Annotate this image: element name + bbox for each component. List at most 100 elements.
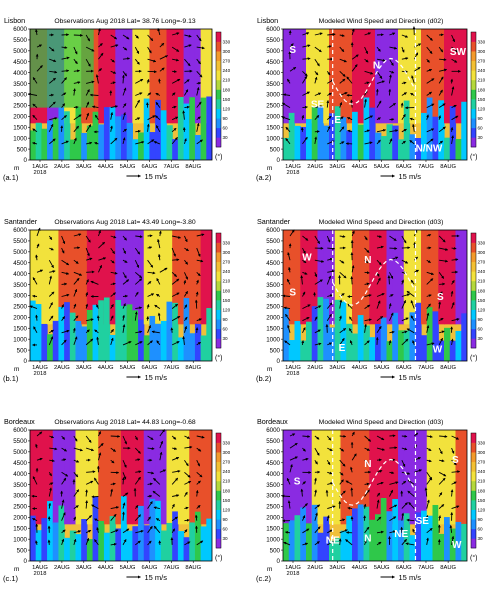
wind-arrow: [426, 459, 432, 463]
wind-arrow: [98, 230, 101, 237]
wind-arrow: [73, 81, 81, 85]
wind-arrow: [96, 336, 100, 345]
colorbar-tick: 210: [223, 479, 231, 484]
wind-arrow: [110, 58, 115, 63]
wind-arrow: [401, 259, 409, 264]
wind-arrow: [184, 235, 188, 243]
wind-arrow: [327, 45, 332, 49]
wind-arrow: [147, 271, 156, 275]
direction-label: N: [364, 255, 371, 266]
wind-arrow: [426, 138, 434, 145]
wind-arrow: [134, 291, 139, 297]
colorbar-tick: 330: [223, 440, 231, 445]
wind-arrow: [73, 69, 80, 73]
wind-arrow: [451, 46, 459, 53]
wind-arrow: [302, 503, 308, 509]
wind-arrow: [122, 71, 127, 77]
wind-arrow: [196, 480, 201, 485]
panel-title: Modeled Wind Speed and Direction (d03): [319, 419, 444, 426]
wind-arrow: [32, 128, 38, 133]
wind-arrow: [110, 70, 117, 74]
wind-arrow: [147, 70, 157, 74]
wind-arrow: [364, 129, 370, 133]
x-year: 2018: [34, 371, 47, 377]
y-tick-label: 4000: [13, 471, 27, 478]
reference-arrow-label: 15 m/s: [144, 573, 167, 582]
colorbar-swatch: [216, 442, 221, 453]
panel-title: Observations Aug 2018 Lat= 44.83 Long=-0…: [54, 419, 196, 426]
wind-arrow: [314, 92, 322, 96]
colorbar-swatch: [471, 480, 476, 491]
wind-arrow: [439, 330, 445, 334]
wind-arrow: [147, 447, 155, 450]
wind-arrow: [134, 271, 143, 279]
wind-arrow: [439, 259, 449, 263]
wind-arrow: [121, 74, 125, 84]
wind-arrow: [388, 74, 392, 84]
wind-arrow: [289, 456, 298, 461]
wind-arrow: [339, 299, 343, 309]
wind-arrow: [364, 46, 369, 55]
wind-arrow: [172, 258, 180, 262]
y-tick-label: 0: [24, 157, 28, 164]
wind-arrow: [388, 88, 392, 96]
wind-arrow: [314, 477, 317, 485]
colorbar-swatch: [471, 309, 476, 320]
wind-arrow: [451, 115, 459, 121]
x-tick-label: 7AUG: [163, 565, 179, 571]
colorbar-swatch: [471, 99, 476, 109]
wind-arrow: [122, 46, 128, 51]
wind-arrow: [32, 77, 38, 84]
wind-arrow: [155, 125, 161, 133]
wind-arrow: [61, 77, 67, 84]
wind-arrow: [85, 46, 95, 52]
wind-arrow: [327, 529, 333, 534]
colorbar-swatch: [471, 280, 476, 291]
wind-arrow: [289, 229, 295, 237]
x-tick-label: 7AUG: [418, 565, 434, 571]
x-tick-label: 3AUG: [329, 565, 345, 571]
wind-arrow: [184, 272, 189, 280]
wind-arrow: [426, 34, 433, 41]
wind-arrow: [282, 294, 291, 298]
panel-title: Modeled Wind Speed and Direction (d02): [319, 18, 444, 25]
wind-arrow: [61, 115, 67, 121]
wind-arrow: [314, 272, 318, 278]
direction-label: SE: [416, 516, 430, 527]
colorbar-tick: 150: [478, 298, 486, 303]
wind-arrow: [122, 472, 127, 480]
wind-arrow: [48, 123, 54, 132]
wind-arrow: [407, 490, 415, 497]
direction-label: W: [433, 344, 443, 355]
wind-arrow: [122, 272, 127, 279]
colorbar-tick: 120: [478, 507, 486, 512]
x-tick-label: 5AUG: [120, 365, 136, 371]
wind-arrow: [339, 328, 347, 334]
wind-arrow: [314, 342, 322, 346]
y-tick-label: 2000: [266, 114, 280, 121]
y-tick-label: 4000: [13, 70, 27, 77]
wind-arrow: [85, 112, 90, 120]
colorbar-unit: (°): [215, 153, 222, 161]
y-tick-label: 3000: [266, 493, 280, 500]
wind-arrow: [302, 70, 308, 77]
wind-arrow: [122, 341, 132, 346]
y-tick-label: 500: [17, 347, 28, 354]
wind-arrow: [339, 34, 345, 37]
wind-arrow: [110, 235, 117, 239]
colorbar-swatch: [216, 309, 221, 320]
wind-arrow: [98, 257, 107, 261]
y-tick-label: 3000: [13, 493, 27, 500]
y-tick-label: 1000: [266, 536, 280, 543]
wind-arrow: [171, 247, 176, 257]
wind-arrow: [196, 101, 202, 108]
wind-arrow: [351, 431, 355, 437]
location-label: Bordeaux: [4, 417, 35, 426]
wind-arrow: [426, 325, 430, 333]
wind-arrow: [110, 34, 118, 40]
wind-arrow: [401, 279, 404, 285]
wind-arrow: [73, 271, 83, 276]
y-unit: m: [267, 566, 272, 573]
wind-arrow: [338, 538, 342, 545]
wind-arrow: [184, 541, 191, 546]
